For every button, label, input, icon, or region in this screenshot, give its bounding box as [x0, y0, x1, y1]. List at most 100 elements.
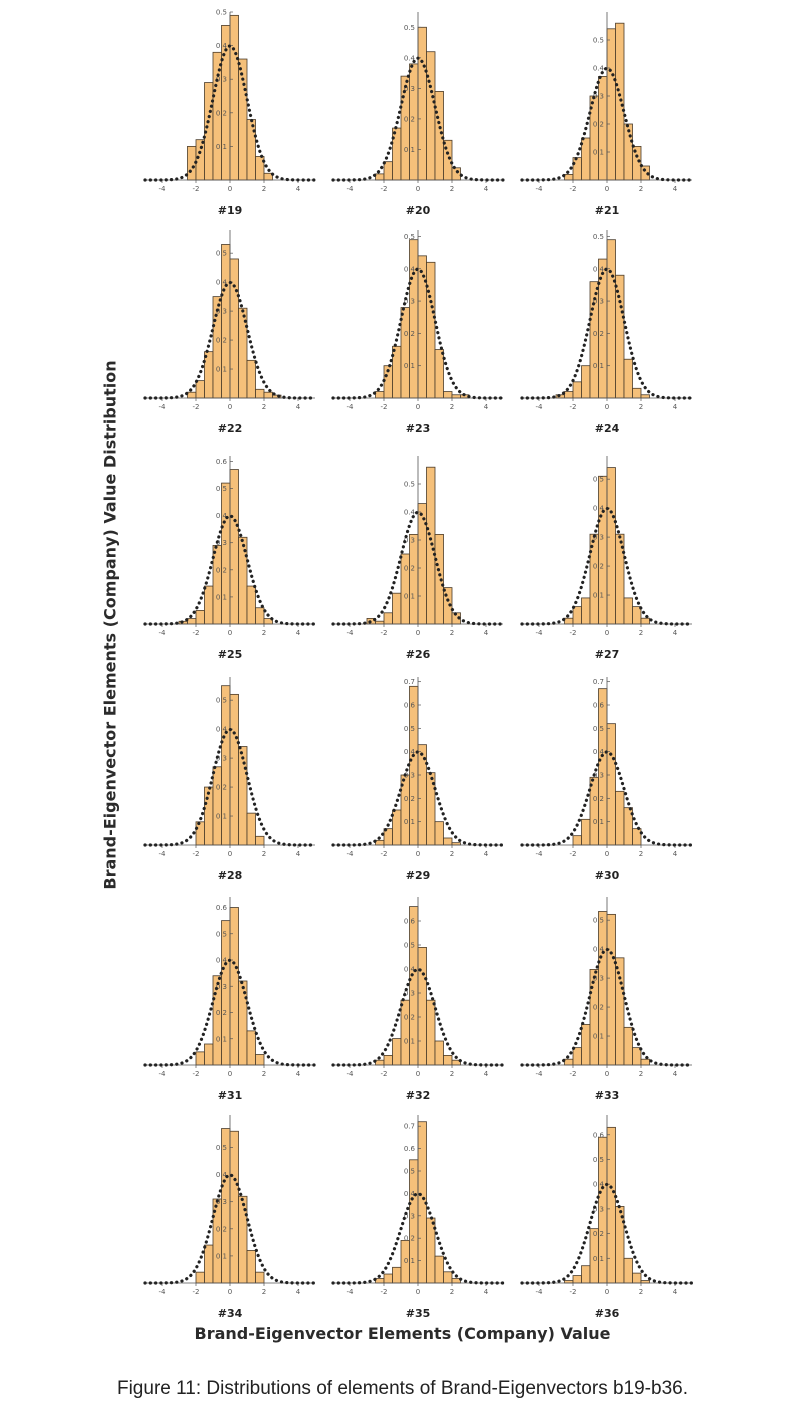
panel-label: #19 — [218, 204, 243, 217]
normal-density-curve — [520, 947, 694, 1067]
y-tick-label: 0.1 — [216, 1035, 227, 1043]
histogram-bar — [572, 1275, 582, 1284]
y-tick-label: 0.2 — [593, 121, 604, 129]
y-tick-label: 0.6 — [216, 458, 228, 466]
histogram-bar — [400, 307, 410, 399]
x-tick-label: 4 — [484, 629, 489, 637]
histogram-bar — [434, 349, 444, 399]
y-tick-label: 0.4 — [216, 279, 228, 287]
x-tick-label: 2 — [262, 629, 266, 637]
y-tick-label: 0.2 — [593, 330, 604, 338]
y-tick-label: 0.1 — [404, 818, 415, 826]
panel-label: #25 — [218, 648, 243, 661]
histogram-bar — [589, 969, 599, 1066]
y-tick-label: 0.5 — [216, 9, 227, 17]
figure-caption: Figure 11: Distributions of elements of … — [116, 1378, 688, 1399]
x-tick-label: -4 — [347, 629, 355, 637]
x-tick-label: 0 — [605, 1288, 609, 1296]
y-tick-label: 0.5 — [404, 725, 415, 733]
normal-density-curve — [331, 56, 505, 182]
y-tick-label: 0.3 — [404, 537, 415, 545]
y-tick-label: 0.4 — [593, 265, 605, 273]
y-tick-label: 0.3 — [404, 298, 415, 306]
x-tick-label: -2 — [381, 850, 388, 858]
histogram-bar — [623, 1257, 633, 1284]
histogram-bar — [392, 1038, 402, 1066]
x-tick-label: 4 — [673, 629, 678, 637]
histogram-bar — [632, 1272, 642, 1284]
y-tick-label: 0.1 — [216, 593, 227, 601]
histogram-bar — [615, 790, 625, 846]
y-tick-label: 0.4 — [216, 1171, 228, 1179]
y-tick-label: 0.2 — [593, 1230, 604, 1238]
histogram-panel: -4 -2 0 2 4 0.1 0.2 0.3 0.4 0.5 0.6 #36 — [520, 1115, 694, 1320]
normal-density-curve — [143, 1173, 317, 1285]
panel-label: #26 — [406, 648, 431, 661]
x-tick-label: 4 — [296, 629, 301, 637]
x-tick-label: -4 — [536, 1288, 544, 1296]
x-tick-label: 0 — [416, 403, 420, 411]
y-tick-label: 0.5 — [404, 481, 415, 489]
x-tick-label: -2 — [570, 185, 577, 193]
x-tick-label: 0 — [228, 629, 232, 637]
histogram-panel: -4 -2 0 2 4 0.1 0.2 0.3 0.4 0.5 0.6 #32 — [331, 897, 505, 1102]
y-tick-label: 0.7 — [593, 678, 604, 686]
histogram-bar — [632, 387, 642, 399]
y-tick-label: 0.3 — [404, 1212, 415, 1220]
y-tick-label: 0.2 — [404, 565, 415, 573]
y-tick-label: 0.4 — [216, 42, 228, 50]
y-tick-label: 0.1 — [593, 149, 604, 157]
x-tick-label: 4 — [296, 1070, 301, 1078]
y-tick-label: 0.1 — [404, 146, 415, 154]
histogram-bar — [187, 618, 197, 625]
histogram-bar — [443, 837, 453, 846]
x-axis-title: Brand-Eigenvector Elements (Company) Val… — [194, 1324, 611, 1343]
y-tick-label: 0.5 — [404, 1168, 415, 1176]
y-tick-label: 0.5 — [216, 485, 227, 493]
y-tick-label: 0.5 — [216, 697, 227, 705]
histogram-bar — [238, 58, 248, 181]
histogram-panel: -4 -2 0 2 4 0.1 0.2 0.3 0.4 0.5 #24 — [520, 230, 694, 435]
histogram-bar — [204, 585, 214, 625]
histogram-bar — [615, 957, 625, 1066]
histogram-bar — [246, 359, 256, 399]
histogram-bar — [212, 766, 222, 846]
normal-density-curve — [143, 280, 317, 400]
histogram-bar — [375, 173, 385, 181]
histogram-bar — [606, 723, 616, 846]
histogram-bar — [246, 119, 256, 181]
histogram-bar — [195, 610, 205, 625]
y-tick-label: 0.1 — [216, 1252, 227, 1260]
x-tick-label: -4 — [159, 850, 167, 858]
histogram-panel: -4 -2 0 2 4 0.1 0.2 0.3 0.4 0.5 #33 — [520, 897, 694, 1102]
y-tick-label: 0.1 — [593, 818, 604, 826]
histogram-panel: -4 -2 0 2 4 0.1 0.2 0.3 0.4 0.5 #28 — [143, 677, 317, 882]
y-tick-label: 0.2 — [216, 337, 227, 345]
x-tick-label: 2 — [639, 629, 643, 637]
y-tick-label: 0.7 — [404, 1123, 415, 1131]
x-tick-label: 0 — [416, 1288, 420, 1296]
y-tick-label: 0.2 — [404, 1014, 415, 1022]
y-tick-label: 0.3 — [216, 1198, 227, 1206]
histogram-bar — [255, 835, 265, 846]
y-tick-label: 0.4 — [216, 512, 228, 520]
y-tick-label: 0.2 — [593, 1004, 604, 1012]
y-axis-title: Brand-Eigenvector Elements (Company) Val… — [100, 360, 120, 890]
x-tick-label: -2 — [570, 403, 577, 411]
panel-label: #28 — [218, 869, 243, 882]
x-tick-label: -2 — [570, 1288, 577, 1296]
histogram-bar — [606, 28, 616, 181]
y-tick-label: 0.3 — [593, 772, 604, 780]
histogram-bar — [195, 380, 205, 399]
x-tick-label: 0 — [228, 403, 232, 411]
x-tick-label: -4 — [536, 629, 544, 637]
histogram-bar — [598, 475, 608, 625]
histogram-bar — [572, 381, 582, 399]
x-tick-label: 4 — [673, 185, 678, 193]
histogram-bar — [572, 157, 582, 181]
normal-density-curve — [520, 506, 694, 626]
y-tick-label: 0.3 — [216, 539, 227, 547]
y-tick-label: 0.6 — [404, 702, 416, 710]
y-tick-label: 0.1 — [404, 593, 415, 601]
